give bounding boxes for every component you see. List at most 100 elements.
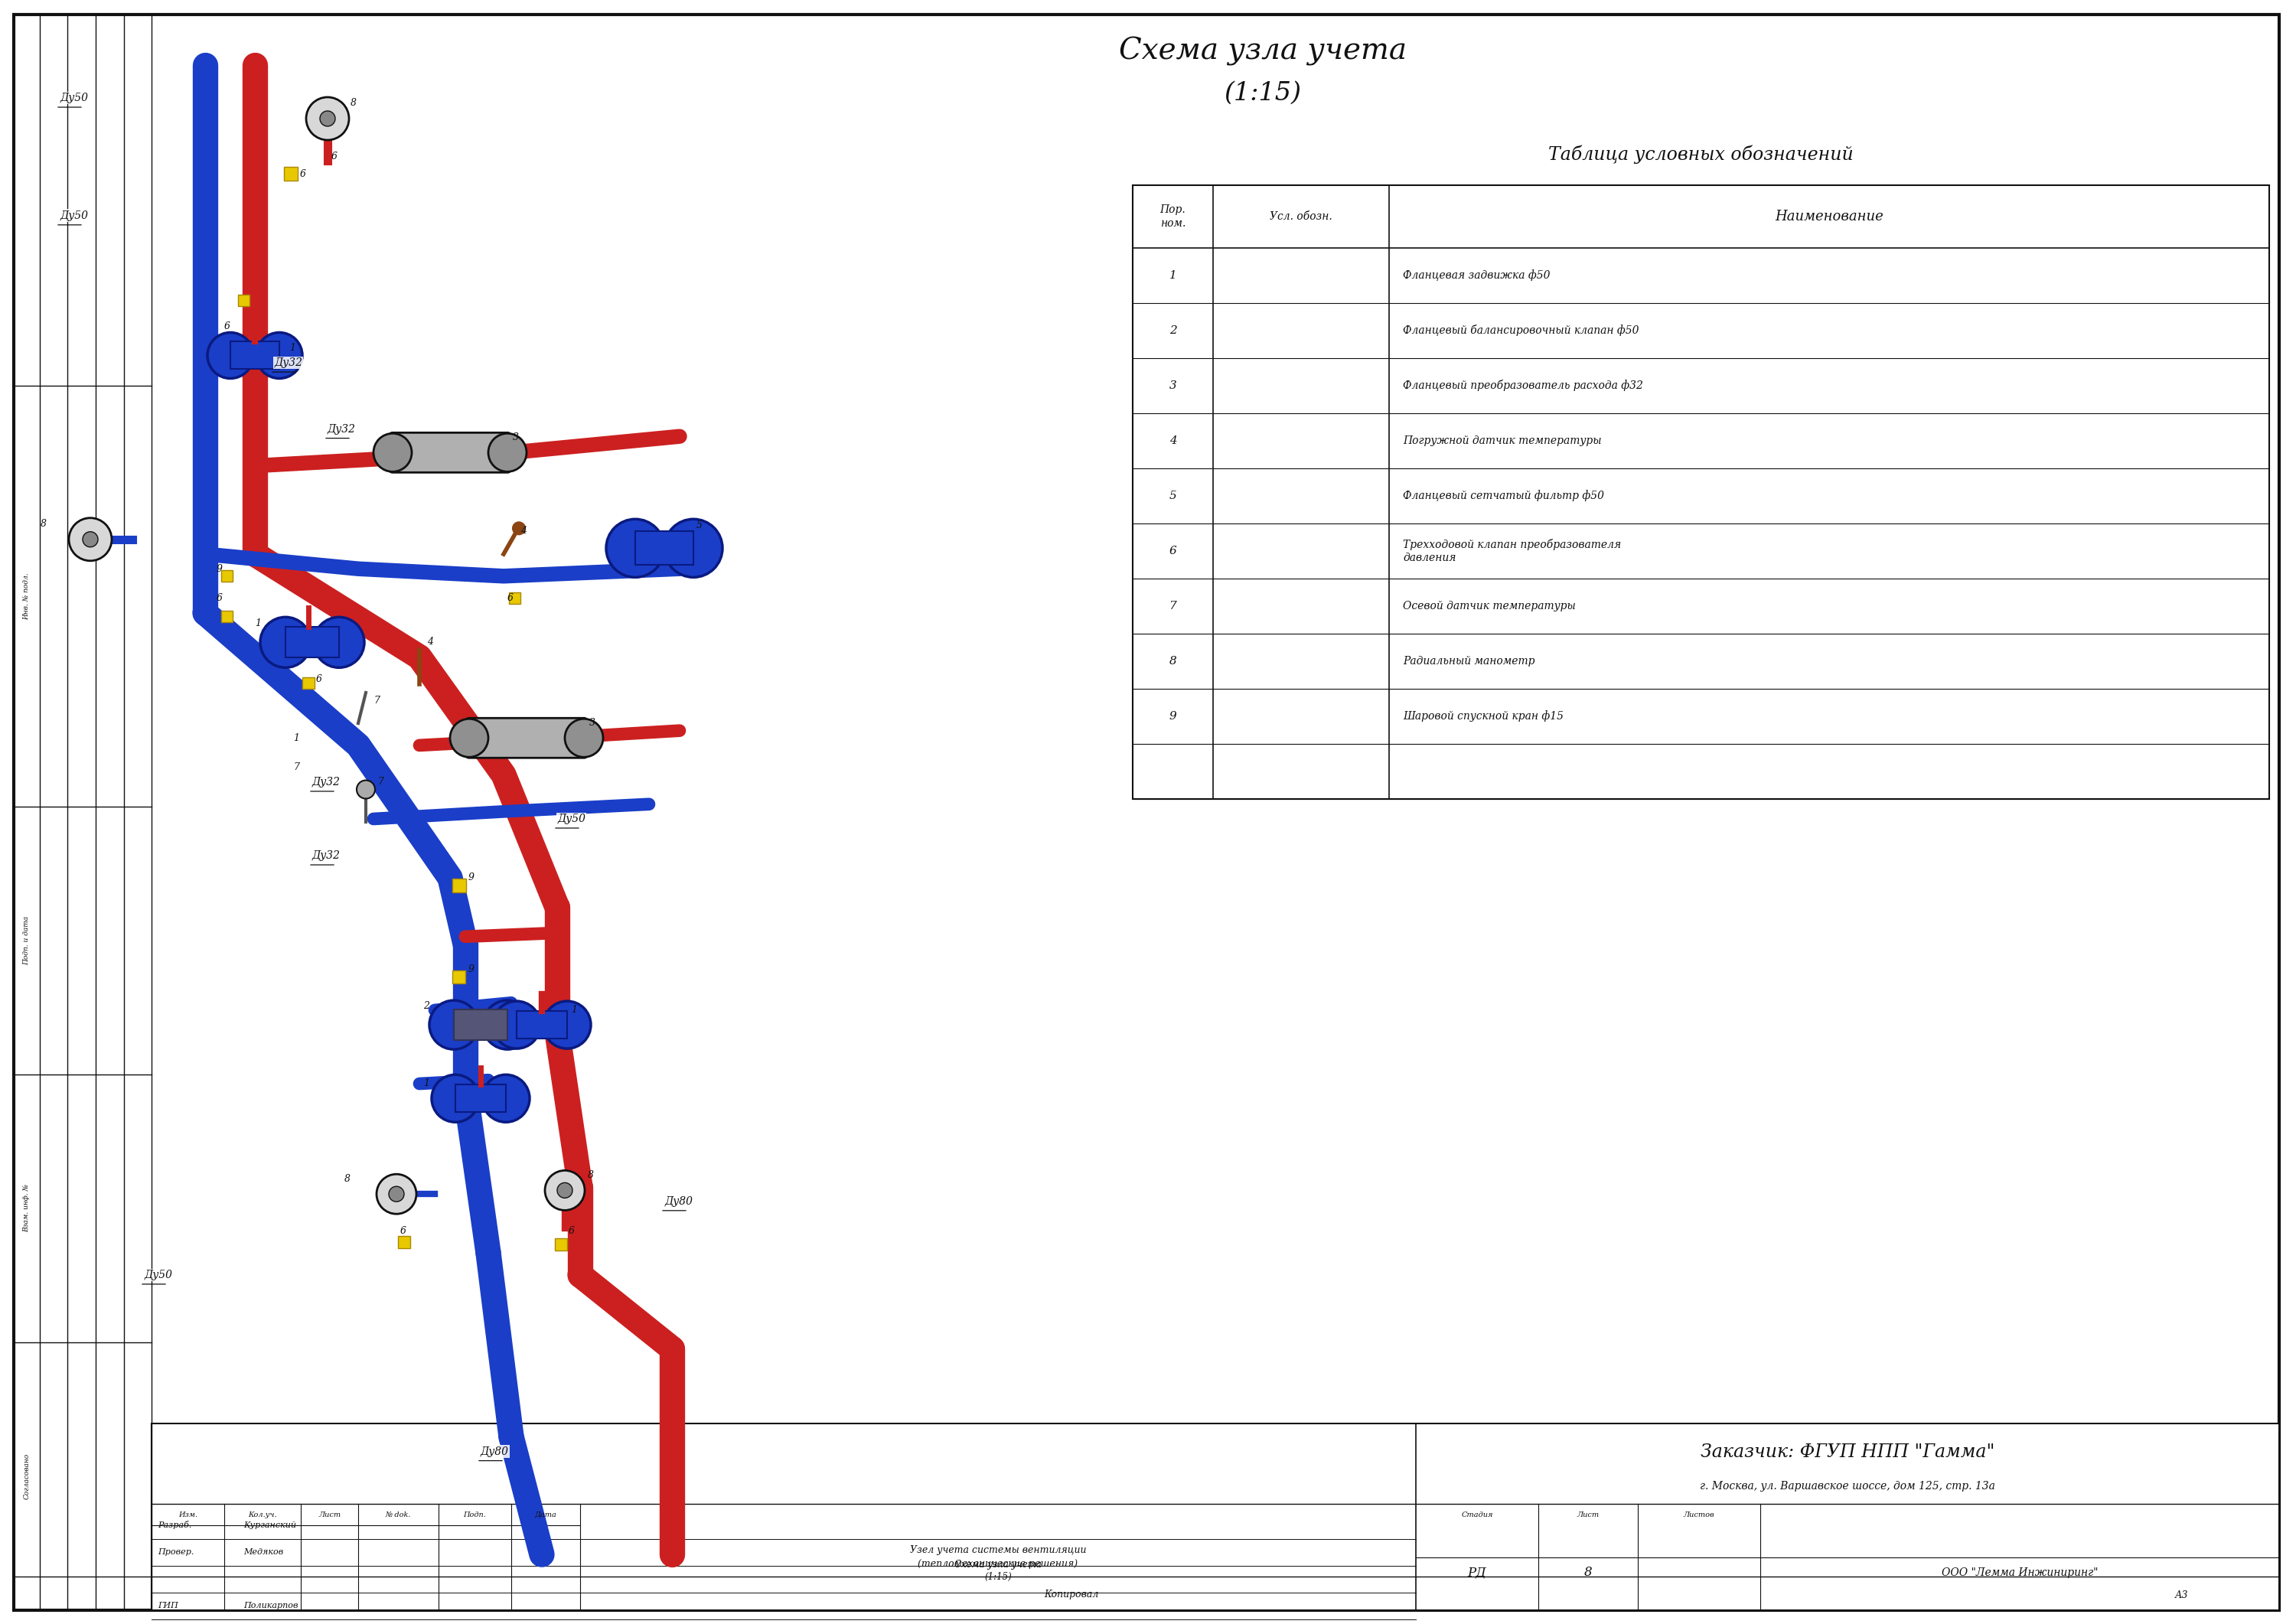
Text: Схема узла учета: Схема узла учета (1118, 37, 1407, 67)
Text: Изм.: Изм. (179, 1510, 197, 1518)
Text: Лист: Лист (1577, 1512, 1600, 1518)
Text: Подп. и дата: Подп. и дата (23, 916, 30, 965)
Text: ООО "Лемма Инжиниринг": ООО "Лемма Инжиниринг" (1942, 1567, 2099, 1577)
Text: 9: 9 (1169, 711, 1176, 721)
Text: 2: 2 (1169, 325, 1176, 336)
Circle shape (450, 719, 489, 757)
Circle shape (356, 780, 374, 799)
Text: г. Москва, ул. Варшавское шоссе, дом 125, стр. 13а: г. Москва, ул. Варшавское шоссе, дом 125… (1699, 1481, 1995, 1491)
Bar (285, 627, 340, 658)
Circle shape (305, 97, 349, 140)
Text: Таблица условных обозначений: Таблица условных обозначений (1548, 145, 1853, 164)
Text: Поликарпов: Поликарпов (243, 1601, 298, 1609)
Bar (1132, 185, 2268, 799)
Circle shape (489, 434, 526, 471)
Text: Схема узла учета
(1:15): Схема узла учета (1:15) (955, 1559, 1042, 1582)
Text: Лист: Лист (319, 1510, 340, 1518)
Circle shape (512, 523, 526, 534)
Circle shape (315, 617, 365, 667)
Text: Кол.уч.: Кол.уч. (248, 1510, 278, 1518)
Text: Фланцевая задвижка ф50: Фланцевая задвижка ф50 (1403, 270, 1550, 281)
Text: 8: 8 (344, 1174, 351, 1184)
Text: Листов: Листов (1683, 1512, 1715, 1518)
Text: Дата: Дата (535, 1510, 556, 1518)
FancyBboxPatch shape (390, 432, 510, 473)
Bar (452, 879, 466, 892)
Bar (220, 570, 232, 581)
Circle shape (388, 1187, 404, 1202)
Circle shape (207, 333, 253, 378)
Bar (152, 1424, 2280, 1611)
Text: (1:15): (1:15) (1224, 81, 1302, 106)
Text: 4: 4 (521, 526, 526, 536)
Text: Трехходовой клапан преобразователя
давления: Трехходовой клапан преобразователя давле… (1403, 539, 1621, 564)
Text: Усл. обозн.: Усл. обозн. (1270, 211, 1332, 222)
Text: 7: 7 (294, 762, 298, 773)
Circle shape (606, 520, 664, 577)
FancyBboxPatch shape (466, 718, 588, 758)
Bar (517, 1012, 567, 1039)
Text: 7: 7 (1169, 601, 1176, 612)
Bar (230, 341, 280, 369)
Text: Ду32: Ду32 (273, 357, 303, 369)
Text: Ду50: Ду50 (60, 211, 87, 221)
Text: 8: 8 (351, 99, 356, 109)
Text: 6: 6 (216, 593, 223, 603)
Text: Ду50: Ду50 (60, 93, 87, 104)
Circle shape (544, 1171, 585, 1210)
Text: Наименование: Наименование (1775, 209, 1883, 224)
Text: Ду80: Ду80 (664, 1195, 693, 1207)
Text: 8: 8 (1584, 1566, 1591, 1579)
Text: 3: 3 (590, 718, 595, 728)
Text: Ду80: Ду80 (480, 1445, 510, 1457)
Text: 7: 7 (377, 776, 383, 786)
Text: 1: 1 (1169, 270, 1176, 281)
Text: Заказчик: ФГУП НПП "Гамма": Заказчик: ФГУП НПП "Гамма" (1701, 1444, 1995, 1462)
Circle shape (494, 1000, 540, 1049)
Bar (285, 167, 298, 180)
Text: 6: 6 (1169, 546, 1176, 557)
Text: 9: 9 (216, 564, 223, 573)
Circle shape (482, 1075, 530, 1122)
Text: А3: А3 (2174, 1590, 2188, 1600)
Text: 6: 6 (400, 1226, 406, 1236)
Text: 4: 4 (1169, 435, 1176, 447)
Circle shape (69, 518, 113, 560)
Circle shape (544, 1000, 590, 1049)
Text: 5: 5 (1169, 490, 1176, 502)
Text: ГИП: ГИП (158, 1601, 179, 1609)
Bar (452, 971, 466, 984)
Text: 1: 1 (422, 1078, 429, 1088)
Text: Провер.: Провер. (158, 1548, 193, 1556)
Text: Осевой датчик температуры: Осевой датчик температуры (1403, 601, 1575, 612)
Text: Фланцевый балансировочный клапан ф50: Фланцевый балансировочный клапан ф50 (1403, 325, 1639, 336)
Text: 2: 2 (422, 1000, 429, 1010)
Text: Пор.
ном.: Пор. ном. (1159, 205, 1185, 229)
Circle shape (377, 1174, 416, 1213)
Text: 6: 6 (301, 169, 305, 179)
Circle shape (257, 333, 303, 378)
Text: 5: 5 (696, 520, 703, 529)
Bar (455, 1085, 505, 1112)
Text: 7: 7 (374, 695, 379, 705)
Text: Взам. инф. №: Взам. инф. № (23, 1184, 30, 1233)
Text: Разраб.: Разраб. (158, 1522, 191, 1530)
Text: Стадия: Стадия (1460, 1512, 1492, 1518)
Bar (303, 677, 315, 689)
Text: 4: 4 (427, 637, 434, 646)
Text: Ду32: Ду32 (328, 424, 356, 434)
Circle shape (259, 617, 310, 667)
Circle shape (664, 520, 723, 577)
Text: № dok.: № dok. (386, 1510, 411, 1518)
Text: 1: 1 (255, 619, 262, 628)
Circle shape (482, 1000, 533, 1049)
Circle shape (565, 719, 604, 757)
Text: 1: 1 (289, 343, 296, 352)
Text: Ду50: Ду50 (145, 1270, 172, 1280)
Text: Медяков: Медяков (243, 1548, 282, 1556)
Text: 6: 6 (507, 593, 514, 603)
Text: Шаровой спускной кран ф15: Шаровой спускной кран ф15 (1403, 711, 1564, 723)
Text: Курганский: Курганский (243, 1522, 296, 1530)
Bar (556, 1237, 567, 1250)
Text: Погружной датчик температуры: Погружной датчик температуры (1403, 435, 1603, 447)
